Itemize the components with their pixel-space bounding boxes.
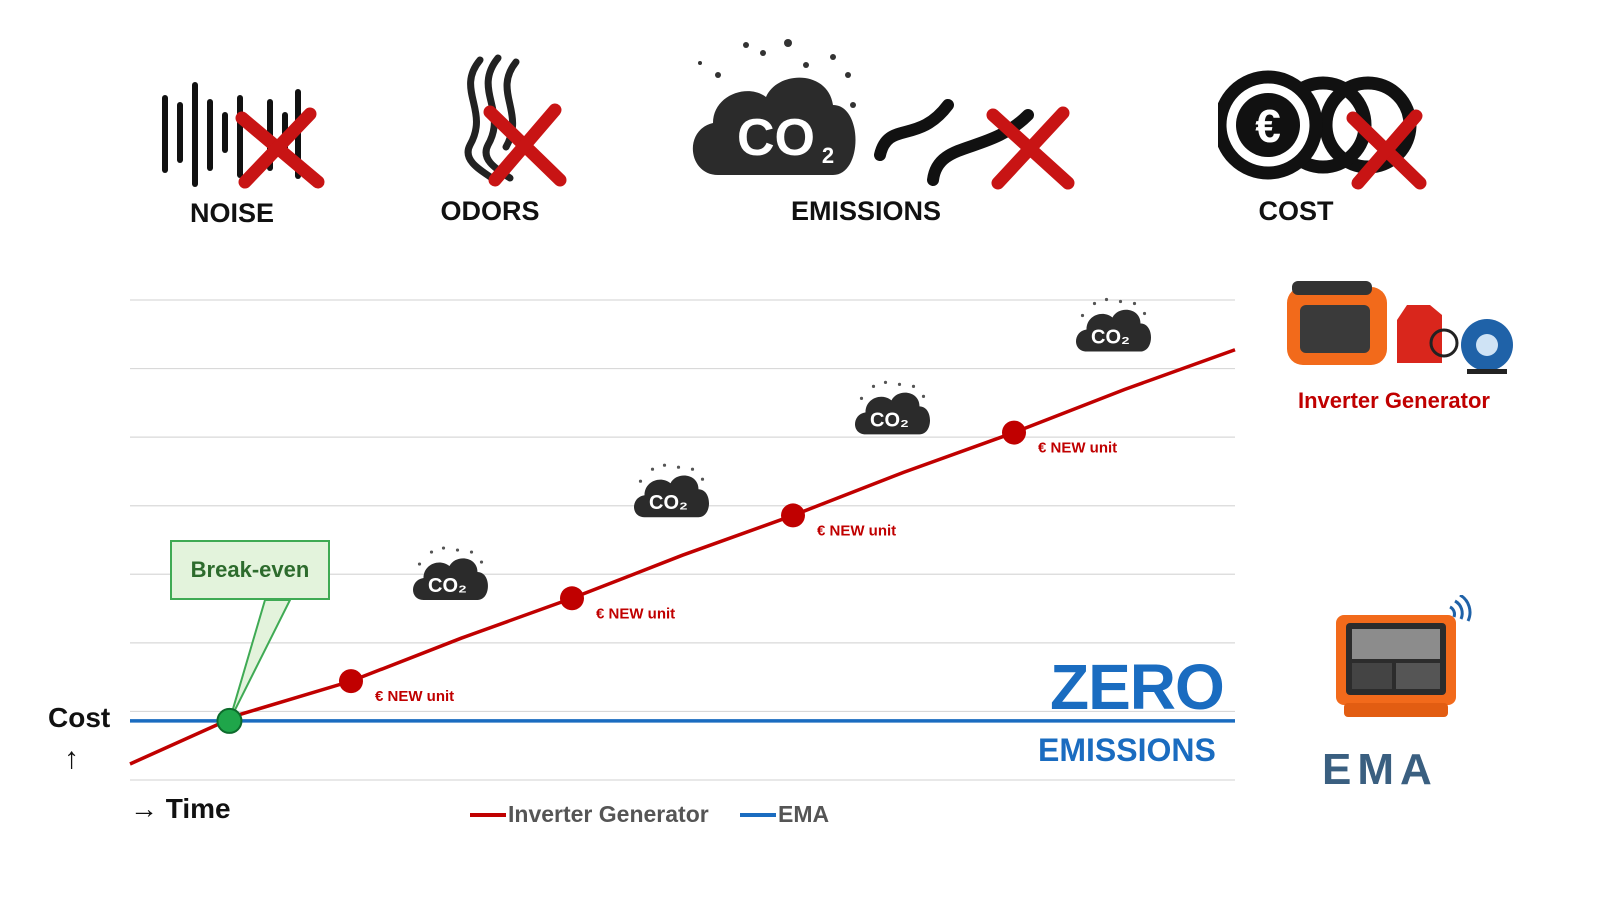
co2-cloud-text: CO₂ (428, 575, 467, 597)
new-unit-marker (781, 503, 805, 528)
legend-swatch-ema (740, 812, 776, 817)
new-unit-marker (339, 669, 363, 694)
co2-cloud-marker (413, 546, 488, 601)
svg-text:2: 2 (822, 143, 834, 168)
series-line-generator (129, 348, 1236, 766)
co2-cloud-text: CO₂ (870, 409, 909, 431)
inverter-generator-image (1287, 281, 1513, 374)
new-unit-label: € NEW unit (1038, 440, 1117, 457)
legend-swatch-generator (470, 812, 506, 817)
legend-label-generator: Inverter Generator (508, 801, 709, 827)
y-axis-arrow: ↑ (64, 742, 79, 775)
zero-emissions-text: EMISSIONS (1038, 732, 1216, 768)
euro-coins-icon: € (1218, 70, 1427, 190)
co2-cloud-text: CO₂ (649, 492, 688, 514)
zero-text: ZERO (1050, 651, 1225, 723)
break-even-pointer (228, 599, 292, 722)
cost-label: COST (1258, 196, 1334, 226)
new-unit-label: € NEW unit (596, 605, 675, 622)
new-unit-marker (1002, 420, 1026, 445)
svg-text:€: € (1255, 100, 1281, 152)
y-axis-label: Cost (48, 702, 111, 733)
new-unit-label: € NEW unit (375, 688, 454, 705)
co2-cloud-marker (1076, 297, 1151, 352)
noise-icon (162, 82, 325, 189)
generator-product-label: Inverter Generator (1298, 388, 1490, 413)
svg-text:CO: CO (737, 109, 815, 167)
odors-label: ODORS (440, 196, 540, 226)
co2-cloud-marker (855, 380, 930, 435)
break-even-callout: Break-even (170, 540, 330, 600)
new-unit-marker (560, 586, 584, 611)
legend-generator: Inverter Generator (470, 801, 709, 828)
ema-logo: EMA (1322, 745, 1438, 794)
legend-label-ema: EMA (778, 801, 830, 827)
noise-label: NOISE (189, 198, 275, 228)
co2-cloud-text: CO₂ (1091, 326, 1130, 348)
odor-icon (464, 54, 567, 187)
ema-case-image (1336, 595, 1472, 717)
new-unit-label: € NEW unit (817, 522, 896, 539)
x-axis-label: → Time (130, 793, 231, 824)
co2-cloud-icon: CO 2 (692, 39, 1075, 190)
emissions-label: EMISSIONS (790, 196, 942, 226)
break-even-point (216, 707, 243, 734)
co2-cloud-marker (634, 463, 709, 518)
legend-ema: EMA (740, 801, 829, 828)
